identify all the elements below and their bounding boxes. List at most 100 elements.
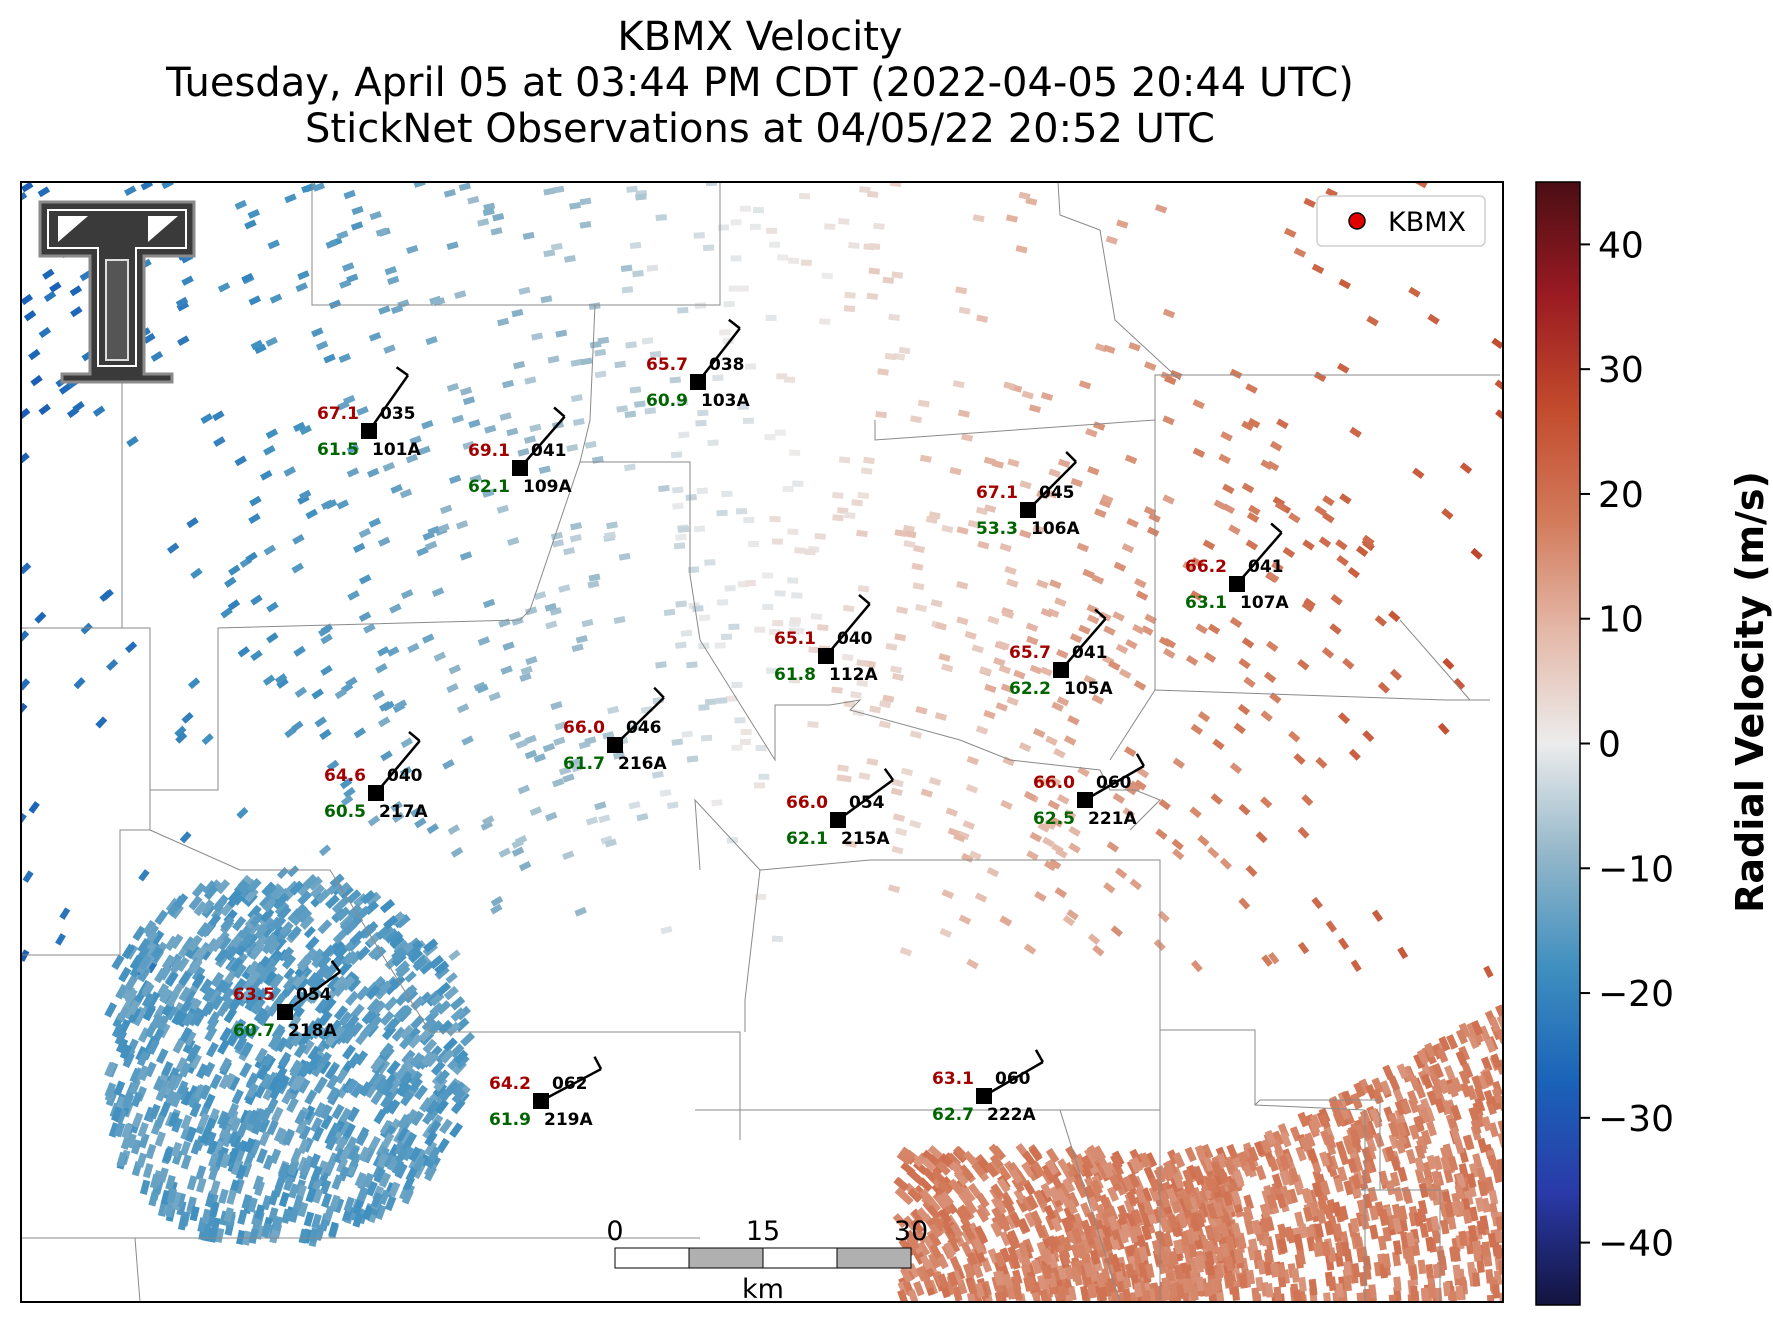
wind-barb-flag — [330, 959, 342, 973]
station-wind-direction: 060 — [1096, 773, 1132, 793]
wind-barb-staff — [614, 696, 665, 746]
scale-tick-15: 15 — [746, 1216, 780, 1247]
title-line-1: KBMX Velocity — [617, 14, 903, 60]
wind-barb-flag — [653, 686, 665, 699]
legend-label: KBMX — [1388, 207, 1466, 238]
station-id: 219A — [544, 1110, 593, 1130]
wind-barb-staff — [983, 1060, 1044, 1098]
station-217A: 64.6 040 60.5 217A — [324, 730, 428, 822]
station-wind-direction: 054 — [296, 985, 332, 1005]
station-wind-direction: 045 — [1039, 483, 1075, 503]
map-frame — [20, 181, 1504, 1303]
station-dewpoint: 61.5 — [317, 440, 359, 460]
station-id: 221A — [1088, 809, 1137, 829]
station-112A: 65.1 040 61.8 112A — [774, 593, 878, 685]
station-marker — [361, 423, 377, 439]
station-marker — [690, 374, 706, 390]
texas-tech-logo — [38, 200, 196, 384]
legend-box — [1316, 195, 1486, 247]
station-temperature: 65.1 — [774, 629, 816, 649]
station-dewpoint: 62.2 — [1009, 679, 1051, 699]
station-dewpoint: 62.1 — [468, 477, 510, 497]
station-wind-direction: 060 — [995, 1069, 1031, 1089]
station-id: 222A — [987, 1105, 1036, 1125]
station-temperature: 66.0 — [563, 718, 605, 738]
wind-barb-flag — [1135, 753, 1145, 767]
station-id: 218A — [288, 1021, 337, 1041]
colorbar-tick-label: −20 — [1598, 974, 1674, 1015]
sticknet-stations: 67.1 035 61.5 101A 69.1 041 62.1 109A 65.7 038 60.… — [233, 318, 1289, 1130]
wind-barb-staff — [837, 779, 894, 822]
station-dewpoint: 53.3 — [976, 519, 1018, 539]
station-dewpoint: 63.1 — [1185, 593, 1227, 613]
colorbar: 40 30 20 10 0 −10 −20 −30 −40 Radial Velocity (m… — [1535, 181, 1772, 1306]
station-wind-direction: 040 — [387, 766, 423, 786]
station-marker — [1053, 662, 1069, 678]
station-218A: 63.5 054 60.7 218A — [233, 959, 342, 1041]
map-layers: 67.1 035 61.5 101A 69.1 041 62.1 109A 65.7 038 60.… — [21, 182, 1503, 1302]
title-line-2: Tuesday, April 05 at 03:44 PM CDT (2022-… — [166, 60, 1354, 106]
station-temperature: 66.2 — [1185, 557, 1227, 577]
station-216A: 66.0 046 61.7 216A — [563, 686, 667, 774]
wind-barb-flag — [1270, 522, 1283, 534]
station-dewpoint: 62.7 — [932, 1105, 974, 1125]
county-boundaries — [21, 182, 1500, 1302]
wind-barb-staff — [825, 603, 871, 657]
station-222A: 63.1 060 62.7 222A — [932, 1049, 1044, 1125]
station-219A: 64.2 062 61.9 219A — [489, 1056, 603, 1130]
station-id: 105A — [1064, 679, 1113, 699]
wind-barb-staff — [367, 374, 410, 432]
scale-tick-30: 30 — [894, 1216, 928, 1247]
station-dewpoint: 61.9 — [489, 1110, 531, 1130]
station-temperature: 66.0 — [1033, 773, 1075, 793]
station-id: 109A — [523, 477, 572, 497]
station-id: 215A — [841, 829, 890, 849]
station-id: 106A — [1031, 519, 1080, 539]
wind-barb-staff — [540, 1067, 602, 1103]
station-id: 101A — [372, 440, 421, 460]
station-dewpoint: 61.7 — [563, 754, 605, 774]
station-marker — [1020, 502, 1036, 518]
station-215A: 66.0 054 62.1 215A — [786, 767, 895, 849]
scale-bar: 0 15 30 km — [606, 1216, 928, 1305]
wind-barb-staff — [1060, 617, 1107, 671]
wind-barb-staff — [284, 971, 341, 1014]
station-wind-direction: 038 — [709, 355, 745, 375]
station-temperature: 69.1 — [468, 441, 510, 461]
colorbar-tick-label: −10 — [1598, 849, 1674, 890]
station-id: 112A — [829, 665, 878, 685]
wind-barb-flag — [728, 318, 741, 330]
wind-barb-flag — [883, 767, 895, 781]
wind-barb-flag — [593, 1056, 603, 1070]
station-temperature: 64.6 — [324, 766, 366, 786]
colorbar-tick-label: 0 — [1598, 725, 1621, 766]
legend: KBMX — [1316, 195, 1486, 247]
station-dewpoint: 61.8 — [774, 665, 816, 685]
station-marker — [368, 785, 384, 801]
station-temperature: 67.1 — [317, 404, 359, 424]
station-wind-direction: 046 — [626, 718, 662, 738]
station-106A: 67.1 045 53.3 106A — [976, 451, 1080, 539]
station-temperature: 65.7 — [1009, 643, 1051, 663]
wind-barb-staff — [519, 415, 566, 469]
title-line-3: StickNet Observations at 04/05/22 20:52 … — [305, 106, 1215, 152]
station-wind-direction: 041 — [1072, 643, 1108, 663]
station-marker — [818, 648, 834, 664]
colorbar-gradient — [1535, 181, 1581, 1306]
colorbar-tick-label: 20 — [1598, 475, 1644, 516]
station-101A: 67.1 035 61.5 101A — [317, 366, 421, 460]
wind-barb-staff — [1236, 531, 1283, 585]
station-109A: 69.1 041 62.1 109A — [468, 406, 572, 497]
station-wind-direction: 054 — [849, 793, 885, 813]
wind-barb-flag — [395, 366, 409, 377]
colorbar-tick-label: −40 — [1598, 1224, 1674, 1265]
wind-barb-flag — [1065, 451, 1077, 463]
station-id: 107A — [1240, 593, 1289, 613]
title-block: KBMX Velocity Tuesday, April 05 at 03:44… — [40, 14, 1480, 152]
kbmx-marker-icon — [1348, 212, 1366, 230]
station-id: 217A — [379, 802, 428, 822]
station-temperature: 63.5 — [233, 985, 275, 1005]
station-marker — [976, 1088, 992, 1104]
station-wind-direction: 035 — [380, 404, 416, 424]
station-marker — [607, 737, 623, 753]
